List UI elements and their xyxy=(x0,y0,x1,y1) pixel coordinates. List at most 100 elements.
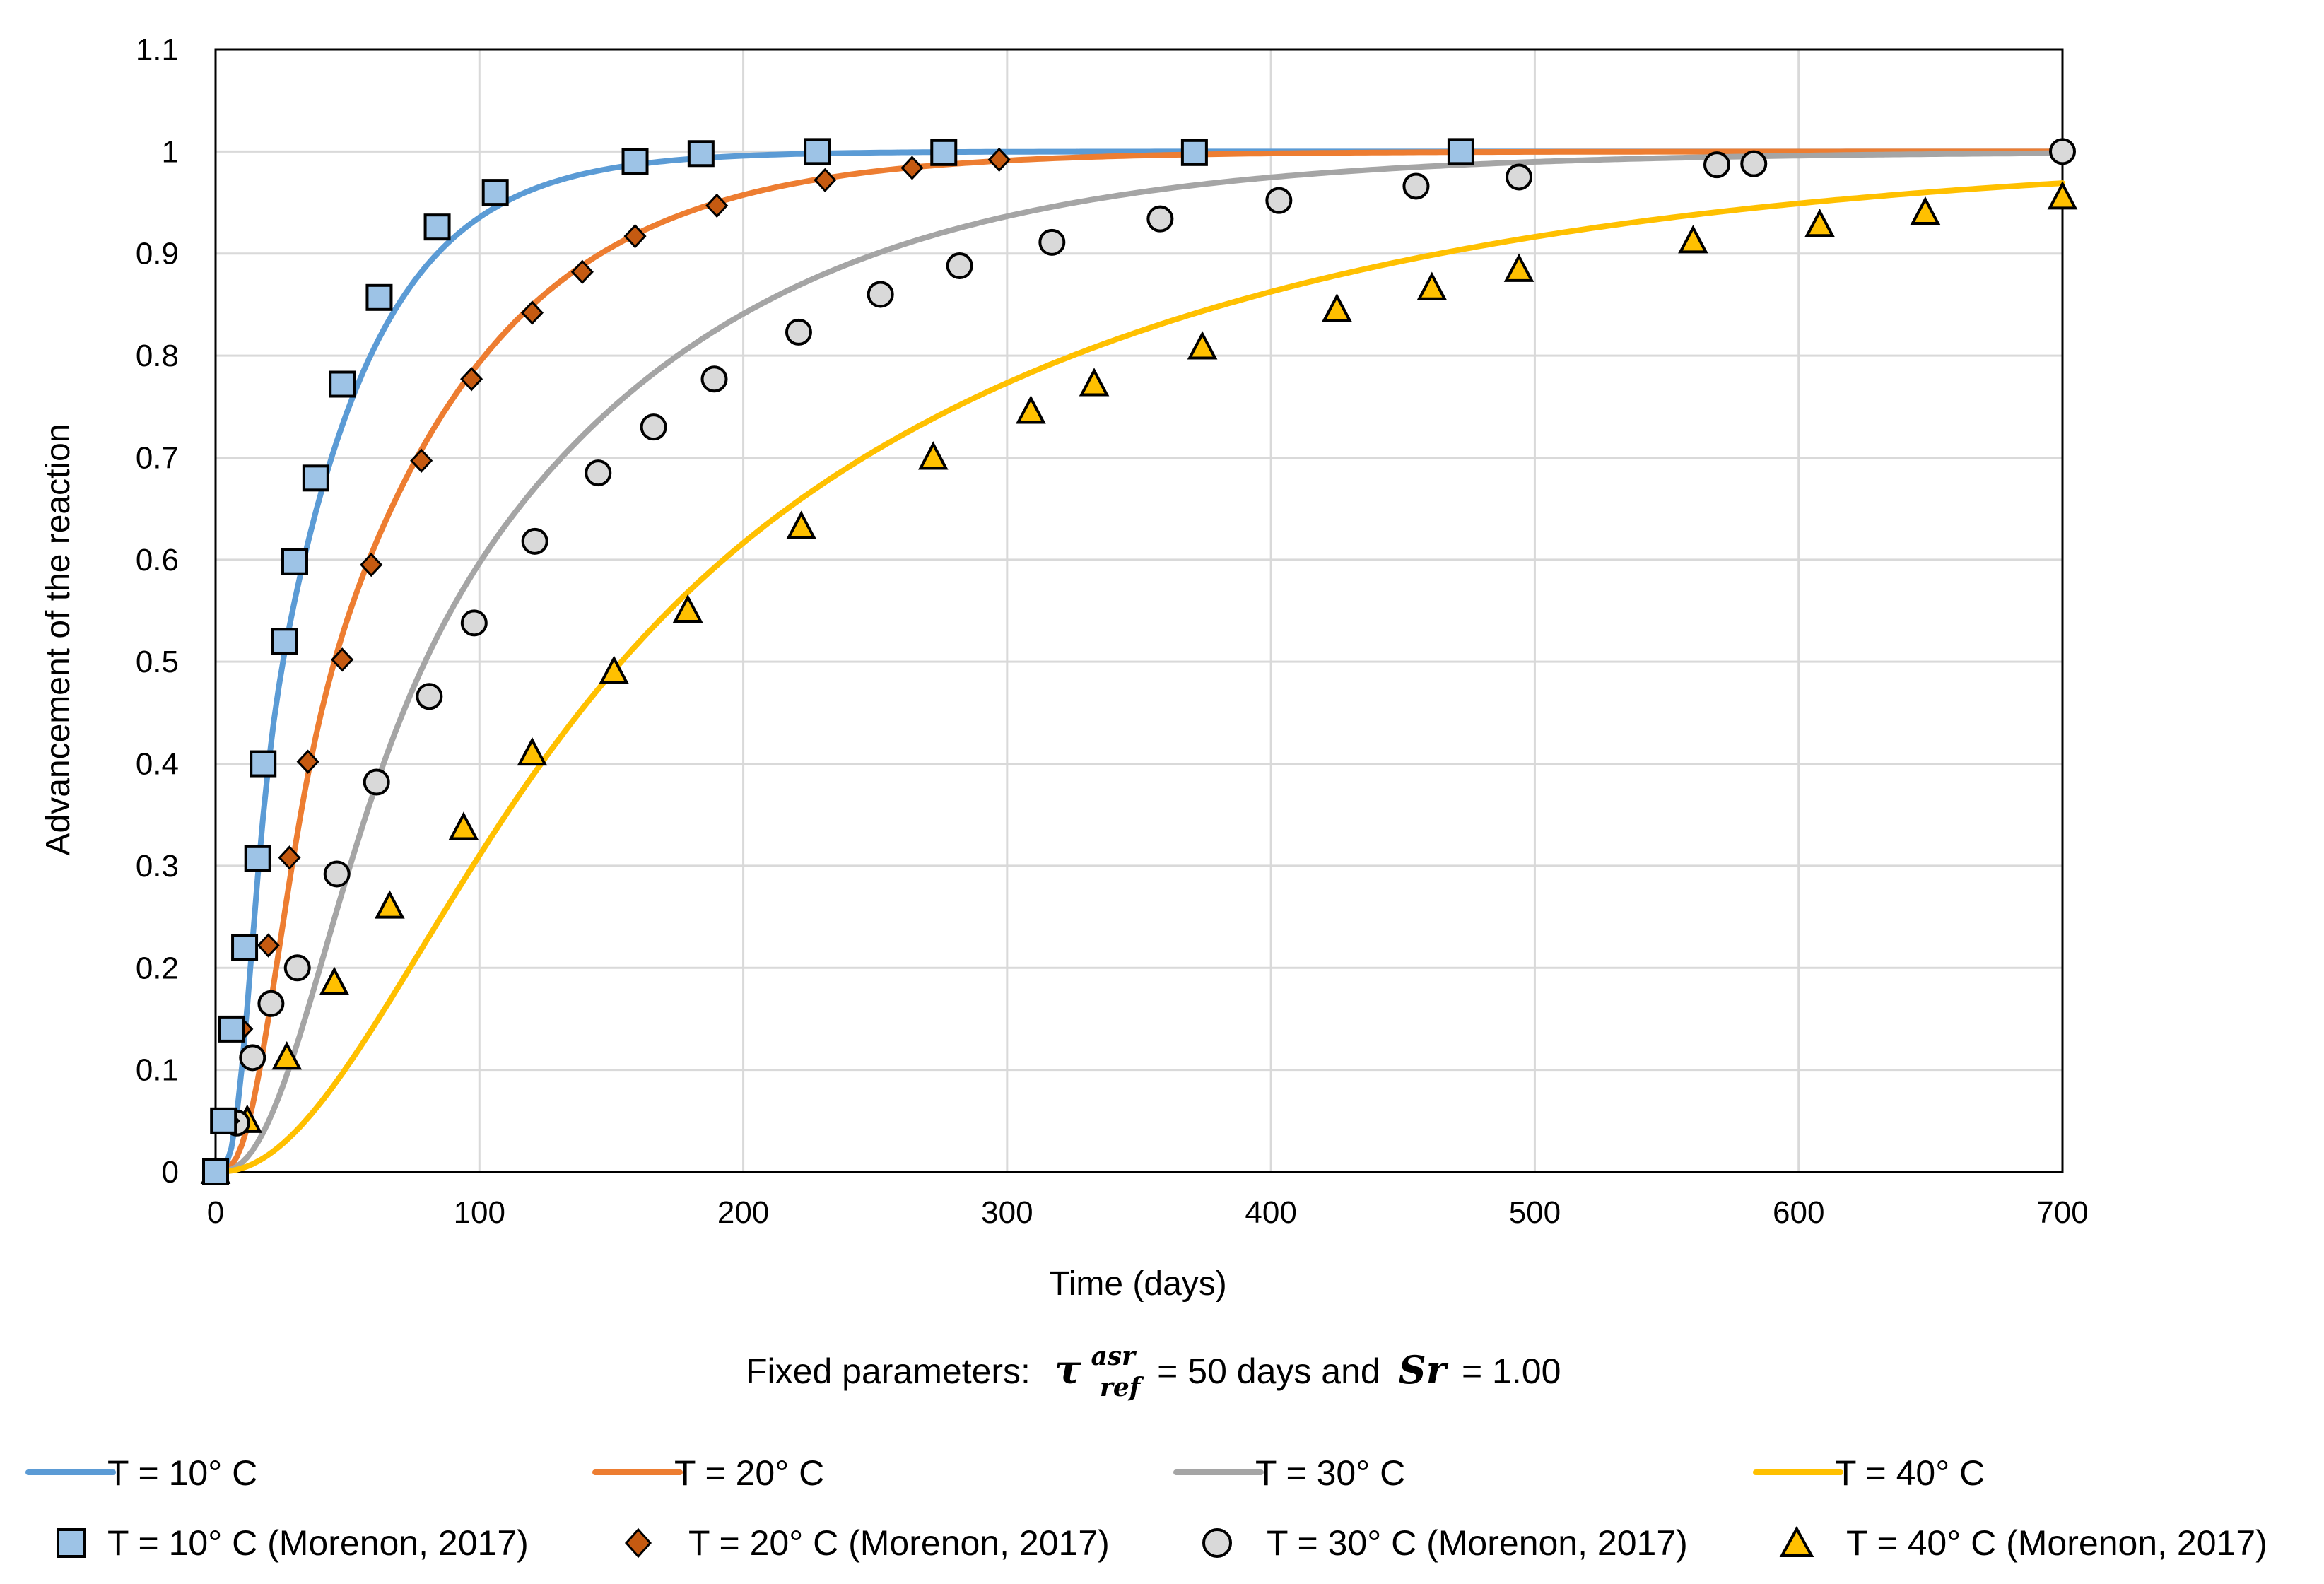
circle-marker xyxy=(1265,187,1293,214)
y-tick-label: 1.1 xyxy=(136,33,179,67)
triangle-marker xyxy=(918,441,949,470)
x-tick-label: 700 xyxy=(2036,1195,2088,1230)
x-tick-label: 200 xyxy=(717,1195,769,1230)
diamond-marker xyxy=(331,647,354,672)
circle-marker xyxy=(460,609,488,637)
legend-swatch-circle xyxy=(1202,1528,1232,1558)
y-tick-label: 0.6 xyxy=(136,543,179,577)
legend-item-markers-40c: T = 40° C (Morenon, 2017) xyxy=(1779,1523,2267,1563)
square-marker xyxy=(210,1107,237,1134)
circle-marker xyxy=(257,990,285,1017)
square-marker xyxy=(365,283,393,311)
square-marker xyxy=(218,1015,245,1043)
experimental-markers xyxy=(200,138,2078,1185)
note-prefix: Fixed parameters: xyxy=(746,1351,1031,1391)
legend-swatch-diamond xyxy=(624,1527,652,1559)
tau-superscript: asr xyxy=(1091,1342,1137,1371)
triangle-marker xyxy=(319,966,350,995)
x-axis-title: Time (days) xyxy=(1049,1265,1227,1303)
diamond-marker xyxy=(623,223,647,249)
legend: T = 10° C T = 20° C T = 30° C T = 40° C … xyxy=(25,1453,2267,1563)
y-tick-label: 0.5 xyxy=(136,645,179,679)
circle-marker xyxy=(1402,172,1430,200)
legend-item-markers-30c: T = 30° C (Morenon, 2017) xyxy=(1202,1523,1688,1563)
diamond-marker xyxy=(257,933,280,958)
model-curve xyxy=(213,180,2065,1175)
x-tick-label: 300 xyxy=(981,1195,1033,1230)
square-marker xyxy=(804,138,831,165)
x-tick-label: 500 xyxy=(1509,1195,1561,1230)
y-tick-label: 0.7 xyxy=(136,440,179,475)
circle-marker xyxy=(521,527,548,555)
square-marker xyxy=(281,548,308,575)
triangle-marker xyxy=(375,890,405,919)
circle-marker xyxy=(1506,163,1533,191)
plot-area-border xyxy=(214,48,2064,1173)
tau-value: = 50 days and xyxy=(1157,1351,1380,1391)
tau-symbol: τ xyxy=(1055,1347,1081,1393)
circle-marker xyxy=(585,459,612,487)
diamond-marker xyxy=(278,845,301,870)
y-tick-label: 0.1 xyxy=(136,1053,179,1088)
square-marker xyxy=(1447,138,1474,165)
y-tick-label: 0.2 xyxy=(136,951,179,985)
sr-symbol: Sr xyxy=(1399,1347,1449,1392)
triangle-marker xyxy=(517,737,548,766)
y-tick-label: 0.4 xyxy=(136,747,179,782)
legend-swatch-square xyxy=(57,1528,86,1558)
triangle-marker xyxy=(599,655,629,684)
triangle-marker xyxy=(786,510,817,539)
diamond-marker xyxy=(570,259,594,284)
x-tick-labels: 0 100 200 300 400 500 600 700 xyxy=(207,1195,2089,1230)
triangle-marker xyxy=(1804,209,1835,237)
triangle-marker xyxy=(448,811,479,840)
square-marker xyxy=(250,750,277,778)
triangle-marker xyxy=(1187,331,1218,360)
triangle-marker xyxy=(1079,368,1110,397)
circle-marker xyxy=(363,768,390,796)
circle-marker xyxy=(1146,205,1174,233)
diamond-marker xyxy=(900,156,924,180)
legend-label-line-20c: T = 20° C xyxy=(674,1453,824,1493)
square-marker xyxy=(329,370,356,398)
diamond-marker xyxy=(814,168,837,192)
triangle-marker xyxy=(271,1041,303,1070)
legend-item-markers-20c: T = 20° C (Morenon, 2017) xyxy=(624,1523,1110,1563)
triangle-marker xyxy=(1416,271,1448,300)
sr-value: = 1.00 xyxy=(1462,1351,1561,1391)
square-marker xyxy=(302,464,329,492)
legend-label-line-40c: T = 40° C xyxy=(1835,1453,1985,1493)
y-tick-label: 0.3 xyxy=(136,849,179,884)
diamond-marker xyxy=(360,552,383,577)
legend-item-line-30c: T = 30° C xyxy=(1173,1453,1405,1493)
triangle-marker xyxy=(672,594,703,623)
legend-item-line-20c: T = 20° C xyxy=(592,1453,824,1493)
legend-label-line-30c: T = 30° C xyxy=(1255,1453,1405,1493)
tau-subscript: ref xyxy=(1100,1373,1144,1402)
circle-marker xyxy=(700,365,728,393)
y-tick-label: 0 xyxy=(162,1155,179,1190)
legend-item-line-10c: T = 10° C xyxy=(25,1453,257,1493)
triangle-marker xyxy=(1678,225,1708,254)
y-tick-label: 0.9 xyxy=(136,237,179,271)
triangle-marker xyxy=(1910,196,1941,225)
legend-label-markers-30c: T = 30° C (Morenon, 2017) xyxy=(1267,1523,1688,1563)
square-marker xyxy=(930,139,958,166)
x-tick-label: 400 xyxy=(1245,1195,1296,1230)
y-tick-label: 1 xyxy=(162,134,179,169)
y-tick-labels: 0 0.1 0.2 0.3 0.4 0.5 0.6 0.7 0.8 0.9 1 1.1 xyxy=(136,33,179,1190)
diamond-marker xyxy=(520,300,544,325)
square-marker xyxy=(1180,139,1208,166)
y-axis-title: Advancement of the reaction xyxy=(40,423,77,855)
legend-item-markers-10c: T = 10° C (Morenon, 2017) xyxy=(57,1523,529,1563)
legend-label-markers-40c: T = 40° C (Morenon, 2017) xyxy=(1846,1523,2267,1563)
circle-marker xyxy=(239,1044,266,1072)
square-marker xyxy=(423,213,451,241)
legend-label-line-10c: T = 10° C xyxy=(107,1453,257,1493)
fixed-parameters-note: Fixed parameters: τ asr ref = 50 days an… xyxy=(746,1333,1561,1404)
square-marker xyxy=(271,628,298,655)
circle-marker xyxy=(785,318,812,346)
square-marker xyxy=(202,1158,229,1185)
